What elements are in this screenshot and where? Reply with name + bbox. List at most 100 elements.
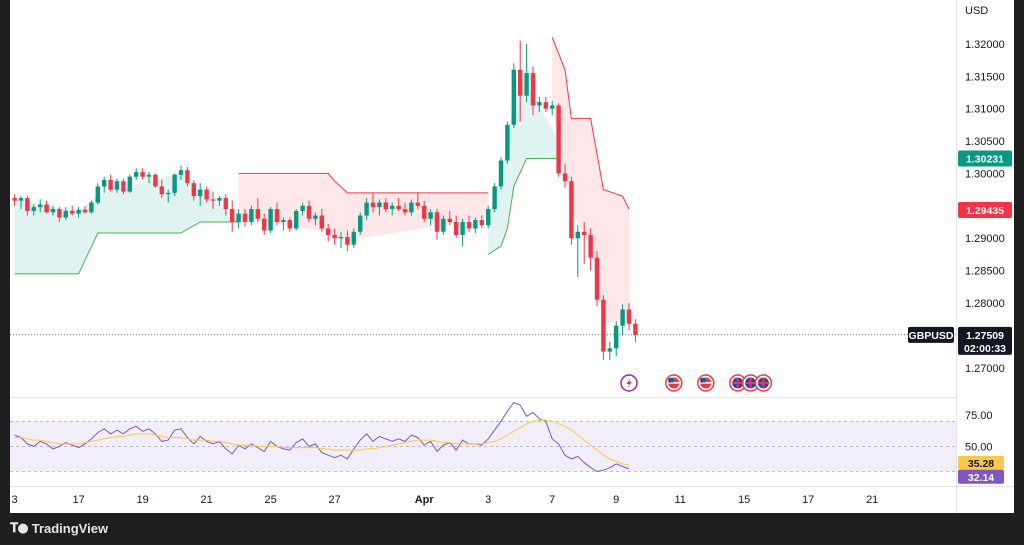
candle[interactable] bbox=[204, 186, 209, 203]
uk-flag-event-icon[interactable] bbox=[741, 374, 760, 392]
candle[interactable] bbox=[364, 198, 369, 221]
candle[interactable] bbox=[633, 319, 638, 342]
candle[interactable] bbox=[230, 200, 235, 232]
candle[interactable] bbox=[44, 200, 49, 214]
candle[interactable] bbox=[409, 199, 414, 216]
us-flag-event-icon[interactable] bbox=[697, 374, 715, 392]
tradingview-logo[interactable]: 𝐓● TradingView bbox=[10, 521, 108, 536]
candle[interactable] bbox=[370, 192, 376, 213]
candle[interactable] bbox=[607, 341, 612, 361]
candle[interactable] bbox=[505, 121, 510, 164]
candle[interactable] bbox=[575, 225, 580, 278]
candle[interactable] bbox=[146, 172, 152, 184]
candle[interactable] bbox=[306, 200, 312, 223]
candle[interactable] bbox=[556, 103, 561, 177]
candle[interactable] bbox=[18, 196, 24, 210]
candle[interactable] bbox=[287, 217, 292, 232]
candle[interactable] bbox=[569, 176, 574, 245]
candle[interactable] bbox=[466, 215, 472, 232]
chart-canvas[interactable]: 1.32000 1.31500 1.31000 1.30500 1.30000 1.290… bbox=[10, 0, 1014, 513]
candle[interactable] bbox=[63, 207, 68, 221]
candle[interactable] bbox=[428, 209, 433, 226]
candle[interactable] bbox=[543, 96, 548, 112]
candle[interactable] bbox=[210, 191, 216, 210]
candle[interactable] bbox=[70, 205, 75, 216]
candle[interactable] bbox=[262, 213, 267, 235]
candle[interactable] bbox=[358, 212, 363, 235]
candle[interactable] bbox=[223, 194, 228, 216]
candle[interactable] bbox=[274, 202, 280, 226]
lightning-event-icon[interactable] bbox=[620, 374, 638, 392]
symbol-badge[interactable] bbox=[908, 326, 954, 343]
candle[interactable] bbox=[537, 96, 542, 112]
candle[interactable] bbox=[351, 228, 356, 248]
candle[interactable] bbox=[178, 165, 184, 180]
candle[interactable] bbox=[89, 200, 94, 214]
candle[interactable] bbox=[422, 200, 427, 223]
candle[interactable] bbox=[383, 198, 388, 213]
candle[interactable] bbox=[121, 178, 126, 195]
candle[interactable] bbox=[402, 202, 408, 216]
candle[interactable] bbox=[582, 222, 587, 265]
candle[interactable] bbox=[550, 100, 555, 116]
candle[interactable] bbox=[601, 295, 606, 361]
candle[interactable] bbox=[332, 228, 337, 245]
candle[interactable] bbox=[415, 192, 420, 210]
candle[interactable] bbox=[82, 205, 88, 214]
candle[interactable] bbox=[620, 304, 625, 336]
us-flag-event-icon[interactable] bbox=[665, 374, 683, 392]
candle[interactable] bbox=[114, 178, 120, 193]
candle[interactable] bbox=[390, 202, 395, 216]
candle[interactable] bbox=[108, 174, 113, 192]
candle[interactable] bbox=[76, 207, 81, 218]
candle[interactable] bbox=[614, 321, 619, 357]
candle[interactable] bbox=[518, 40, 523, 122]
candle[interactable] bbox=[242, 209, 248, 227]
candle[interactable] bbox=[460, 218, 465, 246]
candle[interactable] bbox=[25, 195, 30, 216]
candle[interactable] bbox=[38, 199, 43, 213]
candle[interactable] bbox=[345, 230, 350, 252]
candle[interactable] bbox=[268, 207, 273, 234]
candle[interactable] bbox=[511, 63, 516, 129]
candle[interactable] bbox=[498, 157, 504, 190]
candle[interactable] bbox=[57, 207, 62, 223]
candle[interactable] bbox=[626, 303, 632, 331]
candle[interactable] bbox=[50, 205, 56, 216]
candle[interactable] bbox=[313, 212, 318, 226]
candle[interactable] bbox=[12, 194, 17, 206]
candle[interactable] bbox=[326, 223, 331, 242]
candle[interactable] bbox=[441, 215, 446, 235]
candle[interactable] bbox=[473, 217, 478, 234]
candle[interactable] bbox=[338, 231, 344, 248]
candle[interactable] bbox=[524, 43, 529, 103]
candle[interactable] bbox=[255, 198, 260, 223]
candle[interactable] bbox=[447, 211, 452, 226]
candle[interactable] bbox=[198, 183, 203, 206]
candle[interactable] bbox=[486, 205, 491, 229]
candle[interactable] bbox=[102, 176, 107, 193]
candle[interactable] bbox=[396, 198, 401, 212]
candle[interactable] bbox=[588, 228, 593, 271]
candle[interactable] bbox=[31, 204, 36, 216]
candle[interactable] bbox=[95, 183, 100, 205]
candle[interactable] bbox=[479, 215, 484, 229]
candle[interactable] bbox=[166, 189, 171, 203]
candle[interactable] bbox=[191, 179, 196, 201]
candle[interactable] bbox=[434, 209, 440, 240]
candle[interactable] bbox=[140, 168, 145, 180]
candle[interactable] bbox=[377, 199, 382, 216]
candle[interactable] bbox=[492, 183, 497, 213]
candle[interactable] bbox=[530, 66, 536, 116]
candle[interactable] bbox=[159, 179, 164, 199]
candle[interactable] bbox=[134, 168, 139, 180]
candle[interactable] bbox=[217, 196, 222, 206]
candle[interactable] bbox=[319, 209, 324, 232]
candle[interactable] bbox=[454, 215, 459, 239]
candle[interactable] bbox=[236, 209, 241, 229]
candle[interactable] bbox=[562, 163, 568, 188]
candle[interactable] bbox=[185, 166, 190, 187]
candle[interactable] bbox=[172, 173, 177, 197]
candle[interactable] bbox=[300, 202, 305, 216]
candle[interactable] bbox=[153, 173, 158, 188]
